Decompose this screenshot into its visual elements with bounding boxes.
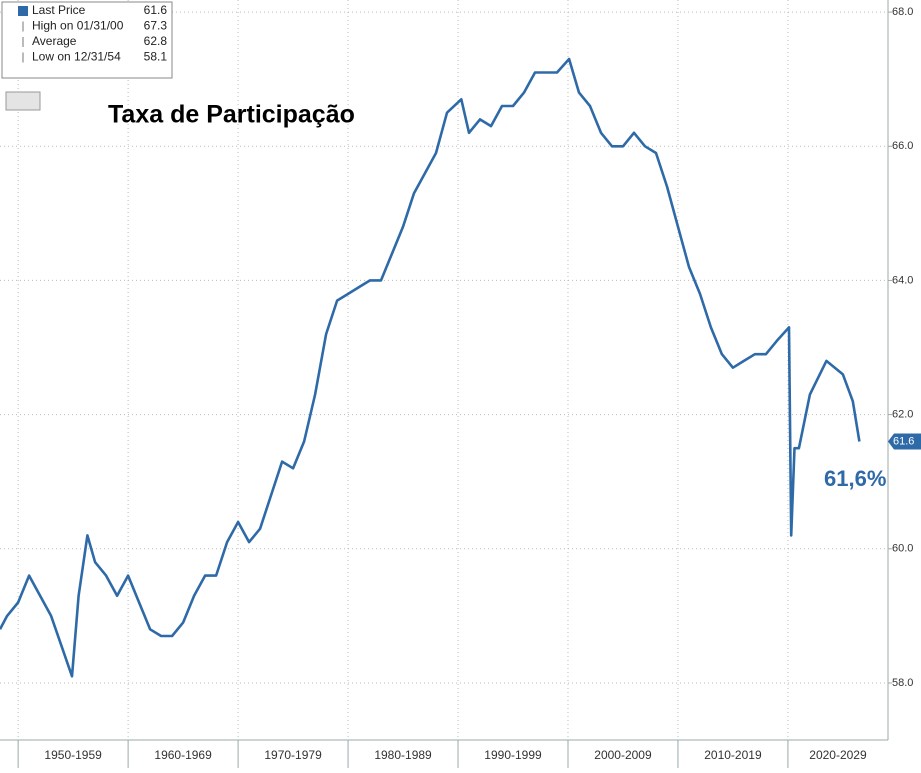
chart-title: Taxa de Participação (108, 101, 355, 129)
legend-label: Last Price (32, 3, 86, 17)
x-tick-label: 1990-1999 (484, 748, 542, 762)
legend-value: 61.6 (144, 3, 168, 17)
x-tick-label: 2020-2029 (809, 748, 867, 762)
legend-swatch (18, 6, 28, 16)
y-tick-label: 66.0 (892, 140, 913, 152)
x-tick-label: 2010-2019 (704, 748, 762, 762)
x-tick-label: 1950-1959 (44, 748, 102, 762)
x-tick-label: 1960-1969 (154, 748, 212, 762)
y-tick-label: 60.0 (892, 543, 913, 555)
y-tick-label: 64.0 (892, 274, 913, 286)
annotation: 61,6% (824, 466, 886, 491)
x-tick-label: 1980-1989 (374, 748, 432, 762)
legend-value: 62.8 (144, 34, 168, 48)
y-tick-label: 62.0 (892, 409, 913, 421)
y-tick-label: 68.0 (892, 6, 913, 18)
legend-label: High on 01/31/00 (32, 19, 124, 33)
legend-value: 58.1 (144, 50, 168, 64)
x-tick-label: 2000-2009 (594, 748, 652, 762)
chart-type-button[interactable] (5, 91, 41, 111)
series-line (0, 57, 861, 678)
legend-box (1, 1, 173, 79)
legend-value: 67.3 (144, 19, 168, 33)
last-price-label: 61.6 (893, 435, 914, 447)
legend-label: Low on 12/31/54 (32, 50, 121, 64)
last-price-tag (888, 433, 921, 450)
x-tick-label: 1970-1979 (264, 748, 322, 762)
y-tick-label: 58.0 (892, 677, 913, 689)
legend-label: Average (32, 34, 77, 48)
